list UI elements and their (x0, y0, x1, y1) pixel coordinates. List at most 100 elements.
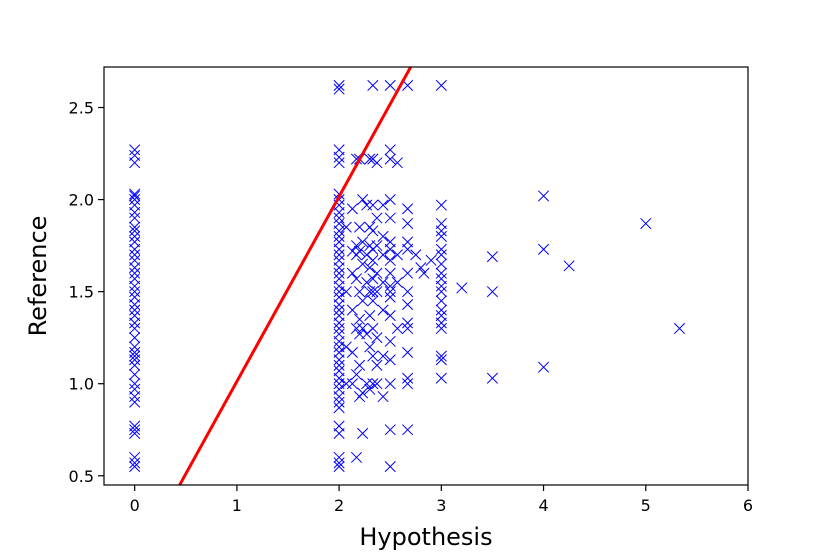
data-point (371, 332, 383, 344)
data-point (384, 243, 396, 255)
data-point (129, 212, 141, 224)
data-point (371, 212, 383, 224)
data-point (435, 79, 447, 91)
data-point (333, 298, 345, 311)
data-point (402, 346, 414, 358)
data-point (402, 286, 414, 298)
data-point (384, 310, 396, 322)
data-point (384, 461, 396, 473)
data-point (384, 79, 396, 91)
data-point (425, 254, 437, 266)
data-point (364, 153, 376, 165)
data-point (357, 427, 369, 439)
y-tick-label: 1.0 (69, 375, 94, 394)
data-point (435, 354, 447, 366)
data-point (384, 254, 396, 266)
data-point (350, 451, 363, 463)
data-point (402, 79, 414, 91)
data-point (402, 322, 414, 335)
data-point (129, 144, 141, 156)
data-point (129, 190, 141, 202)
data-point (346, 267, 358, 279)
data-point (367, 286, 379, 298)
data-point (377, 350, 389, 362)
reference-line (178, 67, 412, 485)
x-tick-label: 6 (743, 496, 753, 515)
data-point (129, 230, 141, 242)
data-point (377, 391, 389, 403)
data-point (415, 262, 427, 274)
data-point (435, 295, 447, 307)
data-point (402, 424, 414, 436)
data-point (391, 276, 403, 288)
y-tick-label: 1.5 (69, 283, 94, 302)
data-point (367, 295, 379, 307)
data-point (367, 378, 379, 390)
data-point (367, 254, 379, 266)
data-point (435, 243, 447, 255)
data-point (364, 341, 376, 353)
data-point (129, 424, 141, 436)
y-axis-label: Reference (24, 216, 52, 337)
data-point (538, 243, 550, 255)
data-point (333, 225, 345, 237)
data-point (129, 332, 141, 344)
data-point (129, 225, 141, 237)
data-point (333, 354, 345, 366)
data-point (435, 267, 447, 279)
data-point (402, 217, 414, 230)
data-point (367, 273, 379, 285)
data-point (435, 372, 447, 384)
data-point (129, 157, 141, 169)
data-point (333, 243, 345, 255)
data-point (377, 199, 389, 211)
data-point (384, 280, 396, 292)
data-point (129, 427, 141, 439)
data-point (367, 199, 379, 211)
data-point (367, 350, 379, 362)
data-point (435, 199, 447, 211)
data-point (402, 203, 414, 215)
data-point (350, 240, 363, 252)
data-point (384, 286, 396, 298)
data-point (129, 249, 141, 261)
data-point (384, 424, 396, 436)
data-point (402, 243, 414, 255)
data-point (333, 206, 345, 219)
data-point (377, 304, 389, 316)
data-point (350, 153, 363, 165)
data-point (333, 335, 345, 347)
data-point (435, 304, 447, 316)
data-point (333, 304, 345, 316)
data-point (350, 322, 363, 335)
data-point (357, 258, 369, 270)
x-tick-label: 0 (130, 496, 140, 515)
data-point (333, 317, 345, 329)
data-point (377, 276, 389, 288)
x-tick-label: 4 (538, 496, 548, 515)
data-point (486, 372, 498, 384)
data-point (129, 368, 141, 381)
data-point (129, 396, 141, 408)
data-point (129, 206, 141, 219)
data-point (377, 230, 389, 242)
data-point (364, 310, 376, 322)
data-point (129, 378, 141, 390)
data-point (333, 359, 345, 371)
y-tick-label: 2.5 (69, 99, 94, 118)
data-point (357, 387, 369, 399)
data-point (402, 372, 414, 384)
data-point (129, 188, 141, 200)
data-point (367, 322, 379, 335)
data-point (333, 280, 345, 292)
data-point (391, 249, 403, 261)
data-point (435, 258, 447, 270)
data-point (371, 359, 383, 371)
data-point (435, 280, 447, 292)
data-point (384, 153, 396, 165)
data-point (367, 225, 379, 237)
data-point (333, 391, 345, 403)
data-point (361, 199, 373, 211)
